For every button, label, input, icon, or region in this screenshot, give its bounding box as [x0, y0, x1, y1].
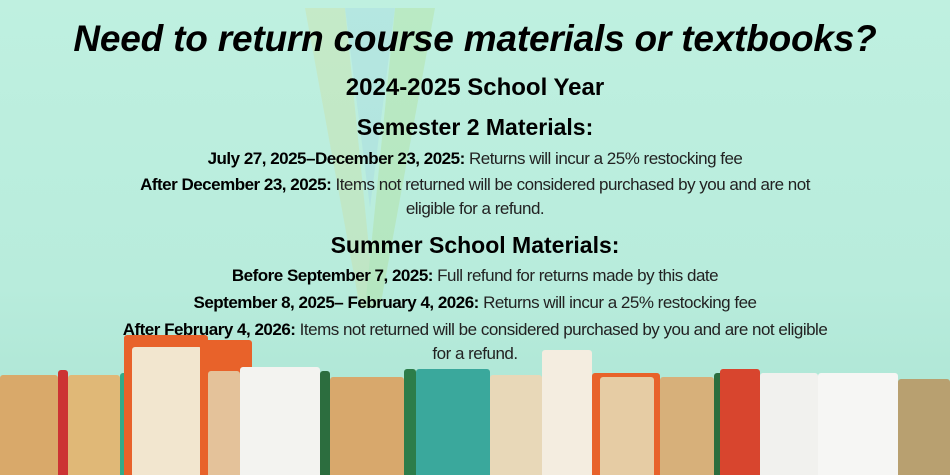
date-range: After December 23, 2025: [140, 175, 332, 194]
book [416, 369, 490, 475]
book [490, 375, 542, 475]
book [132, 347, 202, 475]
policy-text: for a refund. [432, 344, 518, 363]
school-year: 2024-2025 School Year [345, 74, 605, 101]
book [720, 369, 760, 475]
book [404, 369, 416, 475]
semester2-item: After December 23, 2025: Items not retur… [0, 173, 950, 221]
book [320, 371, 330, 475]
book [0, 375, 58, 475]
policy-text: Full refund for returns made by this dat… [437, 266, 719, 285]
summer-item: After February 4, 2026: Items not return… [0, 318, 950, 366]
book [898, 379, 950, 475]
watermark-logo [305, 8, 435, 308]
book [818, 373, 898, 475]
date-range: Before September 7, 2025: [231, 266, 434, 285]
page-title: Need to return course materials or textb… [73, 18, 877, 59]
book [760, 373, 818, 475]
date-range: September 8, 2025– February 4, 2026: [193, 293, 480, 312]
policy-text: eligible for a refund. [405, 199, 545, 218]
date-range: After February 4, 2026: [122, 320, 296, 339]
book [58, 370, 68, 475]
summer-item: Before September 7, 2025: Full refund fo… [0, 264, 950, 288]
book [330, 377, 404, 475]
date-range: July 27, 2025–December 23, 2025: [207, 149, 466, 168]
book [542, 350, 592, 475]
semester2-heading: Semester 2 Materials: [356, 114, 594, 140]
book [240, 367, 320, 475]
summer-heading: Summer School Materials: [330, 232, 620, 258]
policy-text: Returns will incur a 25% restocking fee [483, 293, 757, 312]
policy-text: Items not returned will be considered pu… [335, 175, 810, 194]
book [600, 377, 654, 475]
book [208, 371, 240, 475]
policy-text: Returns will incur a 25% restocking fee [468, 149, 743, 168]
book [660, 377, 714, 475]
policy-text: Items not returned will be considered pu… [299, 320, 828, 339]
book [714, 373, 724, 475]
summer-item: September 8, 2025– February 4, 2026: Ret… [0, 291, 950, 315]
book [68, 375, 120, 475]
semester2-item: July 27, 2025–December 23, 2025: Returns… [0, 147, 950, 171]
